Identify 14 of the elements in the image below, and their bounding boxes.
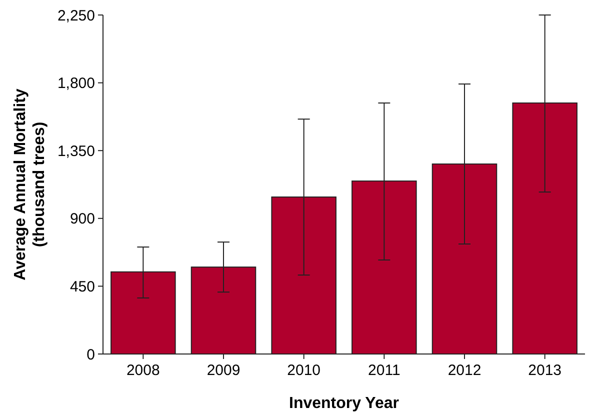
- y-tick-label: 900: [70, 210, 95, 228]
- x-tick-label: 2012: [448, 362, 482, 379]
- x-tick-label: 2009: [206, 362, 240, 379]
- x-tick-label: 2013: [528, 362, 562, 379]
- y-tick-label: 0: [86, 346, 95, 364]
- x-axis-title: Inventory Year: [289, 395, 399, 412]
- y-axis-title: Average Annual Mortality (thousand trees): [12, 88, 48, 280]
- y-tick-label: 1,800: [57, 75, 95, 92]
- x-tick-label: 2010: [287, 362, 321, 379]
- x-tick-label: 2011: [368, 362, 400, 379]
- y-tick-label: 450: [70, 278, 95, 296]
- y-tick-label: 2,250: [57, 7, 95, 24]
- y-tick-label: 1,350: [57, 142, 95, 160]
- x-tick-label: 2008: [126, 362, 160, 379]
